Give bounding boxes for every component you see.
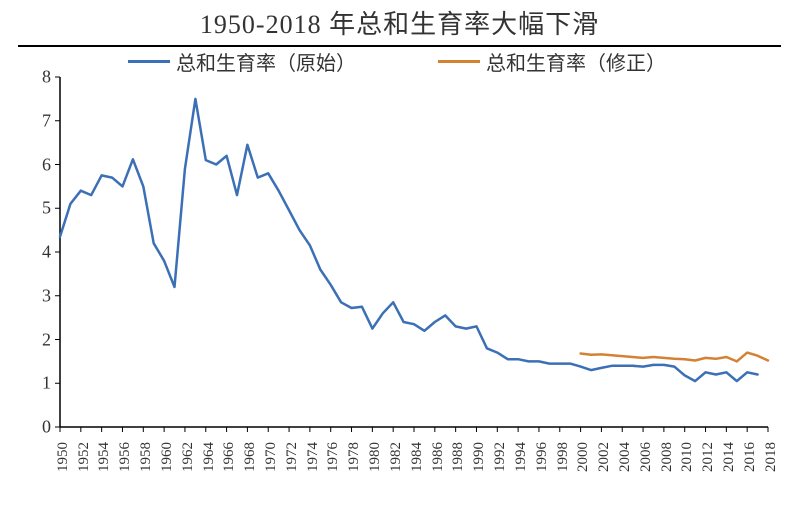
x-tick-label: 1992 [492, 442, 509, 472]
x-tick-label: 1998 [555, 442, 572, 472]
y-tick-label: 6 [18, 154, 51, 175]
x-tick-label: 2018 [763, 442, 780, 472]
chart-title: 1950-2018 年总和生育率大幅下滑 [0, 0, 799, 41]
x-tick-label: 1972 [284, 442, 301, 472]
x-tick-label: 2016 [742, 442, 759, 472]
x-tick-label: 1968 [242, 442, 259, 472]
x-tick-label: 1960 [159, 442, 176, 472]
x-tick-label: 2014 [721, 442, 738, 472]
y-tick-label: 1 [18, 373, 51, 394]
x-tick-label: 2010 [679, 442, 696, 472]
x-tick-label: 1984 [409, 442, 426, 472]
y-tick-label: 3 [18, 285, 51, 306]
y-tick-label: 0 [18, 417, 51, 438]
x-tick-label: 1978 [346, 442, 363, 472]
x-tick-label: 2008 [659, 442, 676, 472]
x-tick-label: 2004 [617, 442, 634, 472]
x-tick-label: 1956 [117, 442, 134, 472]
y-tick-label: 8 [18, 67, 51, 88]
x-tick-label: 2006 [638, 442, 655, 472]
x-tick-label: 2002 [596, 442, 613, 472]
x-tick-label: 1966 [221, 442, 238, 472]
y-tick-label: 2 [18, 329, 51, 350]
x-tick-label: 1976 [325, 442, 342, 472]
y-tick-label: 5 [18, 198, 51, 219]
x-tick-label: 2000 [575, 442, 592, 472]
chart-area: 总和生育率（原始） 总和生育率（修正） 01234567819501952195… [18, 47, 778, 483]
x-tick-label: 1974 [305, 442, 322, 472]
x-tick-label: 1986 [430, 442, 447, 472]
x-tick-label: 1988 [450, 442, 467, 472]
x-tick-label: 1954 [96, 442, 113, 472]
axis-labels: 0123456781950195219541956195819601962196… [18, 47, 778, 483]
y-tick-label: 7 [18, 110, 51, 131]
x-tick-label: 1980 [367, 442, 384, 472]
x-tick-label: 1952 [76, 442, 93, 472]
y-tick-label: 4 [18, 242, 51, 263]
x-tick-label: 1994 [513, 442, 530, 472]
x-tick-label: 1964 [201, 442, 218, 472]
x-tick-label: 1996 [534, 442, 551, 472]
x-tick-label: 1962 [180, 442, 197, 472]
x-tick-label: 1990 [471, 442, 488, 472]
x-tick-label: 1958 [138, 442, 155, 472]
x-tick-label: 1970 [263, 442, 280, 472]
x-tick-label: 2012 [700, 442, 717, 472]
x-tick-label: 1982 [388, 442, 405, 472]
x-tick-label: 1950 [55, 442, 72, 472]
